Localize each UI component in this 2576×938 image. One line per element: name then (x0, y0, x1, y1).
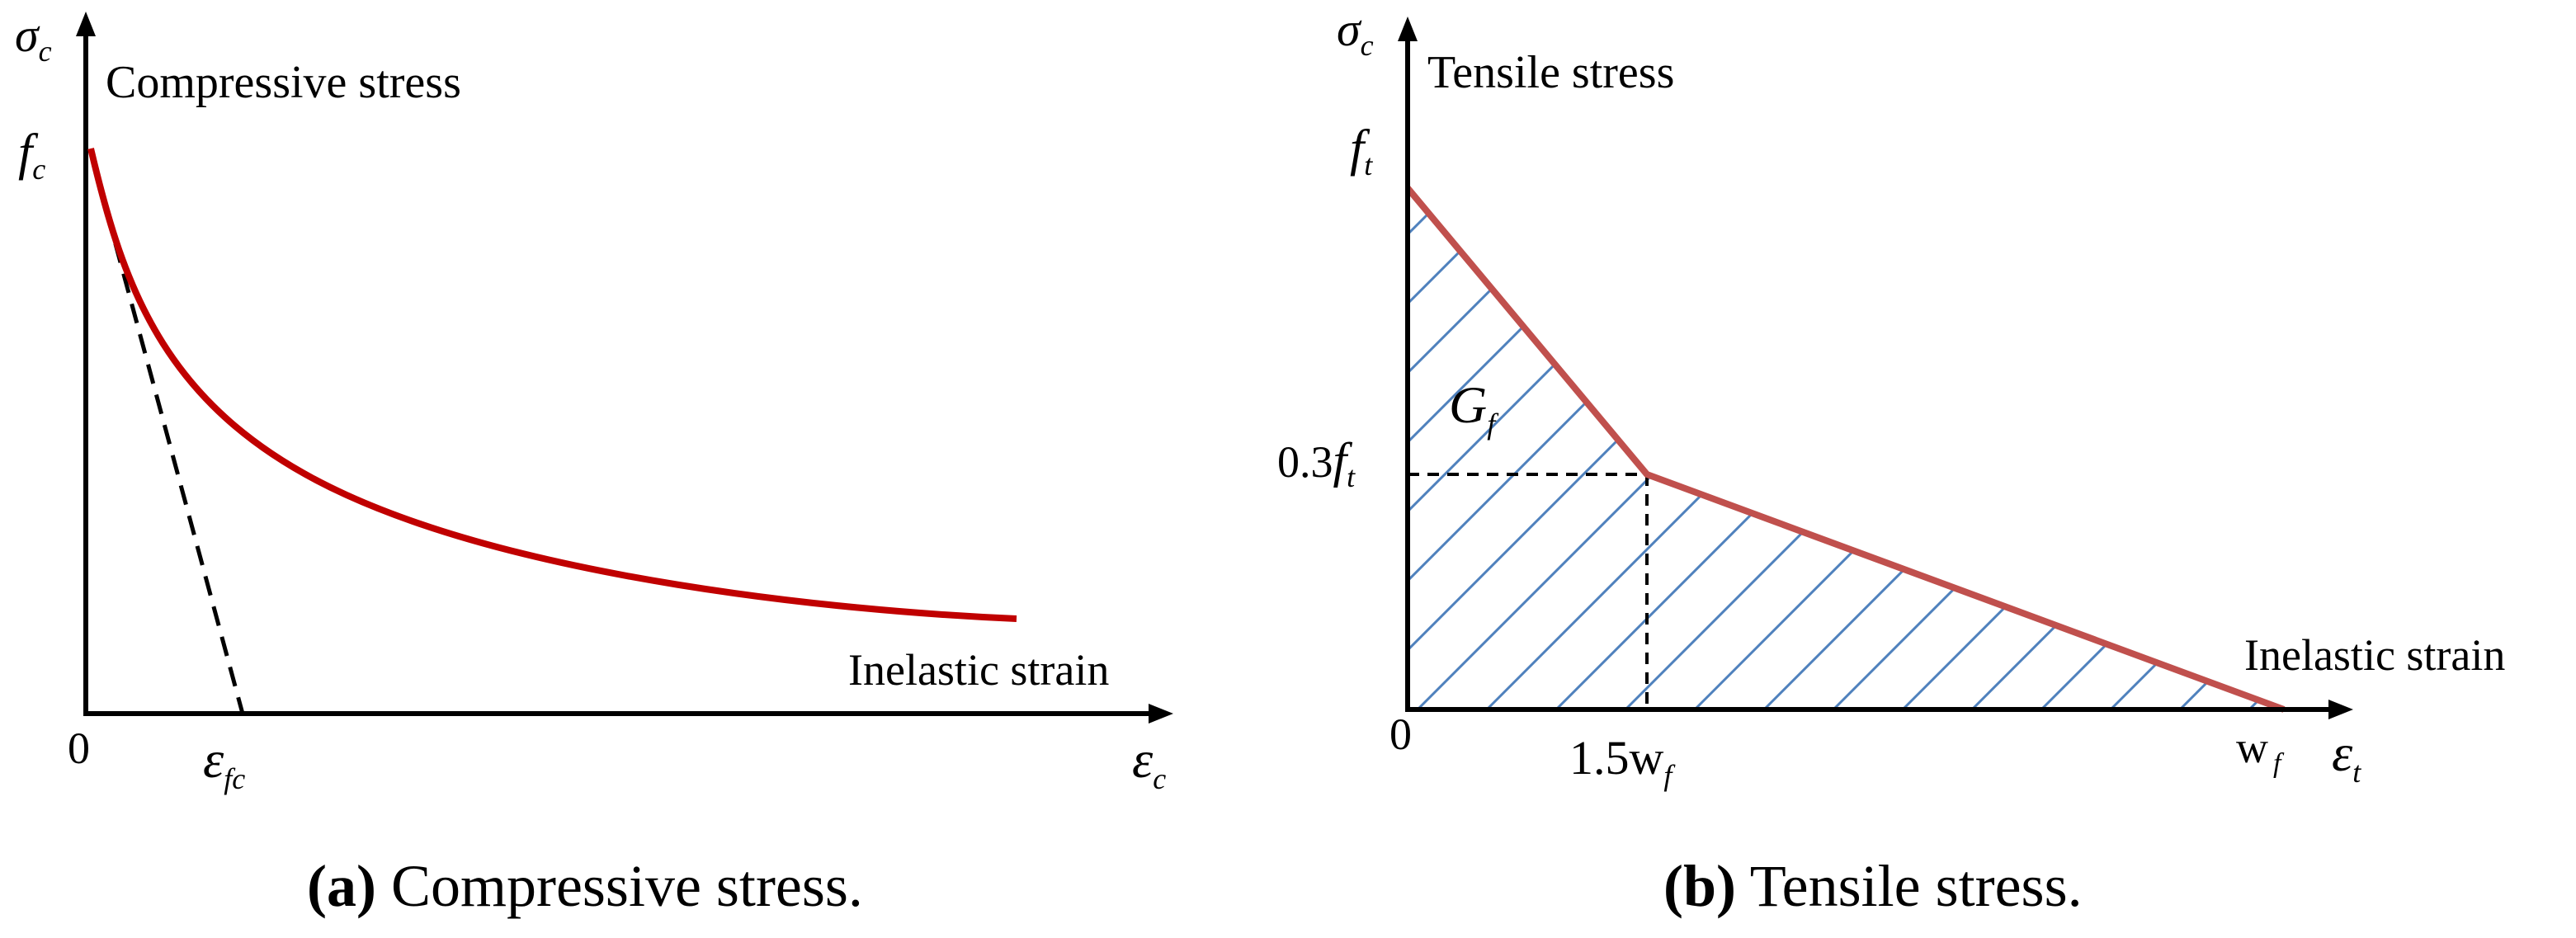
hatch-line (1762, 188, 2284, 709)
panel-b-origin: 0 (1389, 709, 1412, 759)
hatch-line (1555, 188, 2102, 709)
panel-a: σc Compressive stress fc Inelastic strai… (15, 8, 1173, 919)
panel-b-x-axis-label: εt (2332, 724, 2361, 789)
panel-b-y-arrow (1398, 16, 1418, 41)
panel-b: σc Tensile stress ft Gf 0.3ft Inelastic … (1277, 2, 2505, 919)
hatch-line (1693, 188, 2241, 709)
panel-a-y-arrow (76, 12, 96, 36)
panel-b-caption: (b) Tensile stress. (1663, 853, 2083, 919)
hatch-line (1408, 188, 1687, 709)
hatch-line (1408, 188, 1548, 709)
hatch-line (1416, 188, 1964, 709)
panel-a-x-axis-label: εc (1132, 730, 1166, 795)
panel-a-peak-label: fc (18, 125, 45, 186)
hatch-line (1408, 188, 1894, 709)
panel-b-y-axis-label: σc (1337, 2, 1374, 62)
hatch-line (2040, 188, 2284, 709)
panel-b-title: Tensile stress (1427, 47, 1674, 98)
panel-b-knee-x-label: 1.5wf (1569, 731, 1676, 792)
hatch-line (1624, 188, 2172, 709)
hatch-line (2109, 188, 2284, 709)
panel-a-strain-mark: εfc (203, 730, 245, 795)
panel-b-knee-y-label: 0.3ft (1277, 433, 1356, 493)
hatch-line (1901, 188, 2284, 709)
panel-b-peak-label: ft (1350, 120, 1373, 181)
panel-b-hatch-area (1408, 188, 2284, 709)
panel-a-x-arrow (1149, 704, 1173, 724)
panel-a-origin: 0 (68, 724, 90, 773)
hatch-line (1408, 188, 1479, 709)
hatch-line (1408, 188, 1825, 709)
panel-a-caption: (a) Compressive stress. (307, 853, 863, 919)
panel-b-curve (1404, 186, 2286, 713)
hatch-line (1485, 188, 2033, 709)
panel-a-curve (87, 148, 1017, 622)
panel-b-curve-label: Inelastic strain (2244, 630, 2505, 680)
panel-a-curve-label: Inelastic strain (848, 645, 1109, 695)
hatch-line (1832, 188, 2284, 709)
panel-a-title: Compressive stress (106, 57, 461, 108)
hatch-line (2178, 188, 2284, 709)
panel-a-y-axis-label: σc (15, 8, 52, 68)
panel-b-area-label: Gf (1449, 375, 1499, 441)
hatch-line (2248, 188, 2284, 709)
panel-b-x-arrow (2328, 700, 2353, 719)
